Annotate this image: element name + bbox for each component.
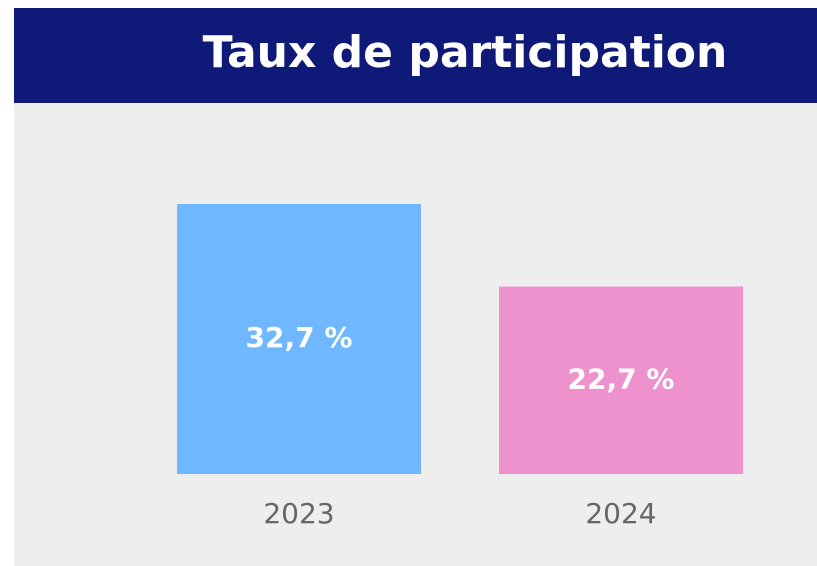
data-label: 22,7 % — [568, 362, 675, 395]
chart-title: Taux de participation — [203, 27, 728, 78]
bar — [499, 286, 743, 474]
header-bar — [14, 8, 817, 103]
data-label: 32,7 % — [246, 321, 353, 354]
x-tick-label: 2024 — [585, 497, 656, 530]
x-tick-label: 2023 — [263, 497, 334, 530]
bar — [177, 204, 421, 474]
